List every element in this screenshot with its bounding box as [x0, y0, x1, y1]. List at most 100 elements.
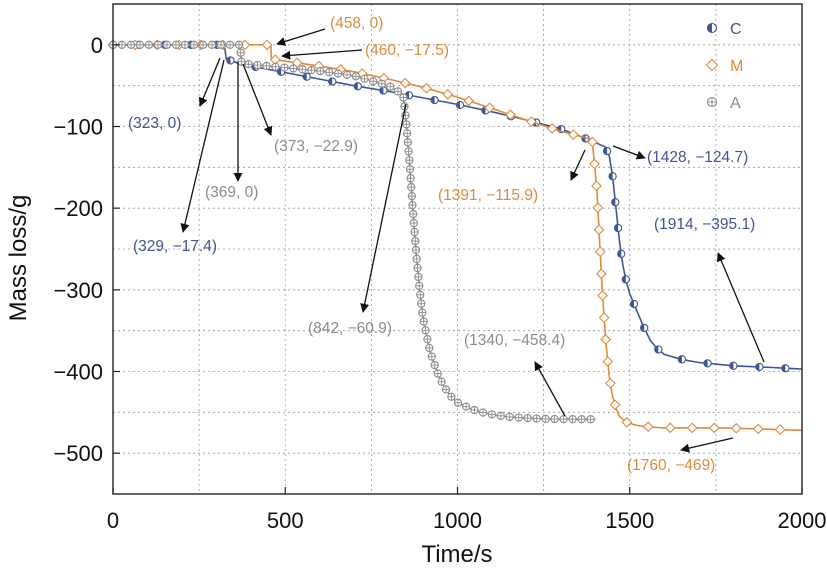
y-tick-label: 0: [91, 33, 103, 58]
marker-A: [411, 236, 420, 246]
marker-M: [605, 377, 616, 389]
marker-C: [613, 223, 623, 233]
marker-A: [532, 414, 541, 423]
marker-M: [261, 39, 273, 51]
x-tick-label: 2000: [778, 508, 827, 533]
marker-A: [403, 138, 412, 147]
x-tick-label: 1500: [605, 508, 654, 533]
marker-C: [557, 124, 566, 134]
legend-item-A: A: [706, 95, 741, 112]
marker-A: [289, 64, 298, 73]
marker-A: [425, 343, 434, 353]
marker-C: [654, 345, 663, 354]
annotation: (460, −17.5): [281, 42, 449, 60]
marker-A: [189, 40, 199, 49]
marker-A: [414, 272, 423, 282]
marker-A: [523, 413, 532, 423]
annotation-arrow: [612, 145, 646, 160]
annotation-arrow: [180, 59, 225, 233]
grid: [113, 4, 802, 494]
marker-A: [496, 411, 505, 420]
annotation-arrow: [534, 361, 566, 417]
marker-A: [410, 227, 419, 237]
marker-A: [198, 40, 208, 49]
annotation-arrow: [680, 437, 734, 453]
annotation-label: (329, −17.4): [133, 238, 217, 255]
annotation-arrow: [716, 252, 765, 363]
marker-A: [135, 40, 145, 49]
annotation: (1428, −124.7): [612, 145, 748, 166]
legend-item-M: M: [705, 58, 743, 75]
marker-C: [602, 146, 612, 156]
marker-A: [586, 415, 595, 424]
series-A: [108, 40, 596, 424]
annotation-label: (458, 0): [330, 15, 383, 32]
annotation-label: (842, −60.9): [308, 320, 392, 337]
marker-A: [568, 415, 577, 424]
marker-A: [117, 40, 127, 49]
marker-A: [412, 254, 421, 264]
marker-A: [470, 405, 479, 415]
marker-C: [677, 355, 687, 364]
annotation-label: (1340, −458.4): [464, 332, 565, 349]
annotation-label: (373, −22.9): [274, 138, 358, 155]
marker-A: [207, 40, 217, 49]
annotation-arrow: [242, 63, 273, 136]
marker-M: [598, 312, 610, 323]
marker-A: [407, 191, 417, 201]
marker-M: [609, 399, 621, 411]
marker-A: [421, 326, 430, 335]
marker-A: [253, 60, 262, 70]
annotation: (1760, −469): [627, 437, 734, 474]
y-tick-label: −100: [53, 115, 103, 140]
marker-A: [360, 74, 369, 83]
plot-frame: [112, 3, 803, 495]
y-tick-label: −200: [53, 196, 103, 221]
marker-A: [408, 200, 417, 210]
marker-C: [629, 299, 639, 309]
marker-M: [525, 116, 537, 127]
legend-label: A: [730, 95, 741, 112]
marker-A: [478, 408, 488, 417]
marker-M: [642, 421, 654, 433]
legend-marker-M: [705, 58, 719, 72]
marker-A: [406, 174, 415, 183]
marker-M: [505, 109, 516, 121]
marker-A: [162, 40, 172, 49]
marker-A: [333, 69, 343, 78]
legend-marker-A: [706, 96, 718, 108]
annotation-label: (369, 0): [205, 184, 258, 201]
marker-M: [597, 290, 608, 302]
annotation-arrow: [281, 49, 363, 60]
marker-A: [244, 60, 253, 69]
marker-A: [180, 40, 190, 49]
marker-A: [153, 40, 163, 49]
marker-C: [455, 100, 465, 110]
y-axis-title: Mass loss/g: [5, 195, 32, 322]
marker-A: [126, 40, 136, 49]
annotation-label: (323, 0): [128, 115, 181, 132]
marker-M: [463, 95, 475, 107]
marker-A: [437, 377, 446, 386]
marker-C: [302, 72, 311, 81]
annotation: (1340, −458.4): [464, 332, 566, 417]
marker-C: [328, 77, 337, 86]
marker-A: [234, 40, 244, 49]
annotation: (323, 0): [128, 57, 221, 132]
marker-A: [461, 402, 471, 411]
marker-M: [600, 334, 612, 345]
x-tick-label: 0: [107, 508, 119, 533]
marker-A: [325, 68, 334, 77]
marker-A: [430, 360, 439, 370]
marker-M: [708, 422, 720, 434]
marker-M: [664, 422, 676, 434]
marker-A: [577, 415, 586, 424]
legend-label: M: [730, 58, 743, 75]
marker-C: [430, 95, 439, 105]
marker-C: [617, 249, 626, 258]
marker-A: [386, 82, 395, 91]
marker-A: [505, 412, 514, 422]
annotation-arrow: [570, 149, 586, 181]
marker-M: [602, 356, 614, 367]
annotation: (1914, −395.1): [654, 216, 765, 363]
